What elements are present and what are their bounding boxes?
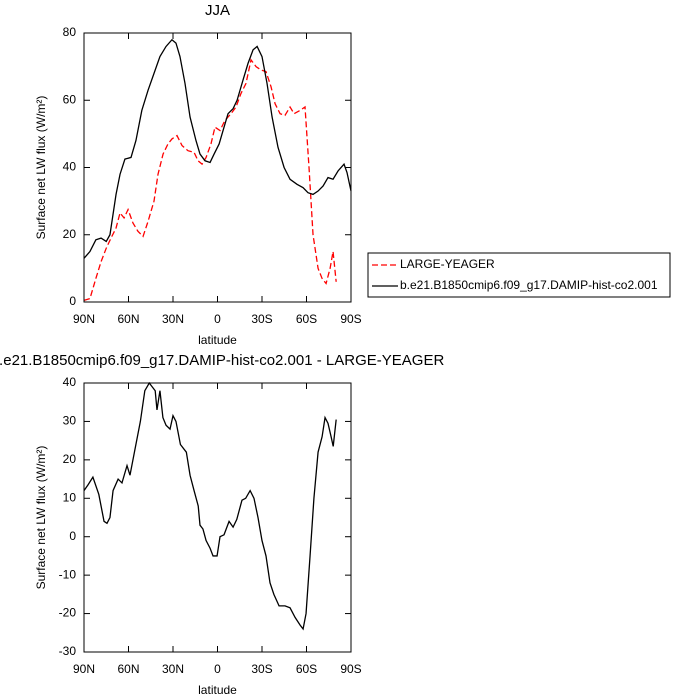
x-tick-label: 30S [251,312,272,326]
y-axis-label: Surface net LW flux (W/m²) [34,96,48,240]
data-line [83,38,352,259]
x-tick-label: 60S [296,662,317,676]
y-tick-label: 20 [63,227,77,241]
x-axis-label: latitude [198,333,237,347]
x-tick-label: 30S [251,662,272,676]
x-tick-label: 30N [162,312,184,326]
x-tick-label: 90S [340,662,361,676]
plot-frame [83,32,352,303]
x-tick-label: 90N [73,662,95,676]
legend-label: b.e21.B1850cmip6.f09_g17.DAMIP-hist-co2.… [400,278,658,292]
y-tick-label: -20 [59,606,77,620]
y-tick-label: -10 [59,567,77,581]
y-tick-label: 40 [63,375,77,389]
data-line [83,381,337,631]
y-tick-label: 40 [63,160,77,174]
y-tick-label: -30 [59,644,77,658]
legend-box [367,252,671,298]
y-tick-label: 0 [69,294,76,308]
y-tick-label: 80 [63,25,77,39]
x-tick-label: 60N [117,312,139,326]
y-tick-label: 10 [63,490,77,504]
y-tick-label: 0 [69,529,76,543]
x-tick-label: 60S [296,312,317,326]
x-tick-label: 0 [214,312,221,326]
y-tick-label: 20 [63,452,77,466]
x-tick-label: 90S [340,312,361,326]
x-tick-label: 0 [214,662,221,676]
y-axis-label: Surface net LW flux (W/m²) [34,446,48,590]
legend-label: LARGE-YEAGER [400,257,495,271]
x-tick-label: 90N [73,312,95,326]
x-tick-label: 30N [162,662,184,676]
chart-title: b.e21.B1850cmip6.f09_g17.DAMIP-hist-co2.… [0,352,444,369]
x-tick-label: 60N [117,662,139,676]
y-tick-label: 60 [63,92,77,106]
chart-title: JJA [205,2,230,19]
data-line [83,58,337,301]
y-tick-label: 30 [63,414,77,428]
x-axis-label: latitude [198,683,237,697]
plot-frame [83,382,352,653]
